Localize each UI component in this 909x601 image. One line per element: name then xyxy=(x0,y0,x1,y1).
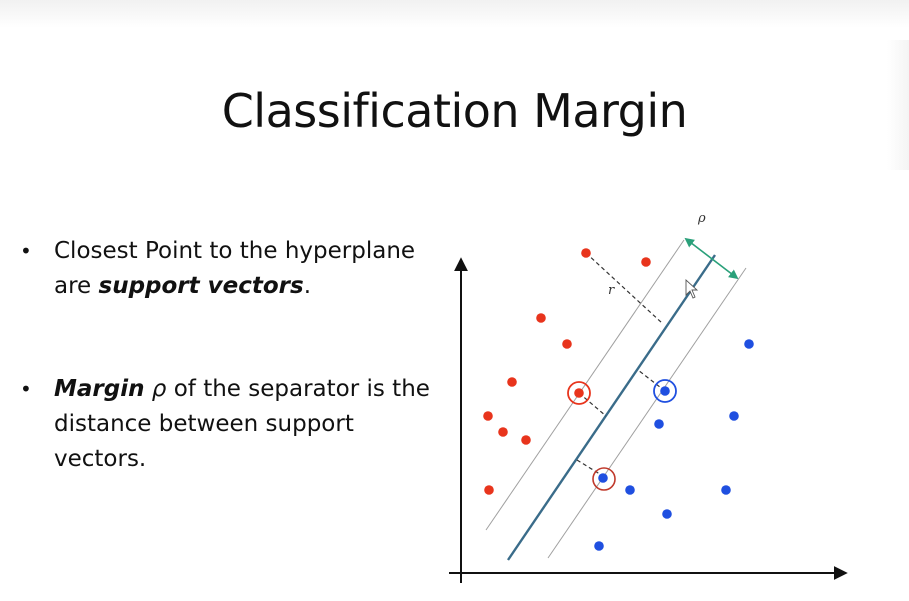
bullet-margin: • Margin ρ of the separator is the dista… xyxy=(20,372,440,477)
blue-point xyxy=(594,541,604,551)
margin-term: Margin xyxy=(54,376,145,402)
red-point xyxy=(536,313,546,323)
blue-point xyxy=(721,485,731,495)
bullet-text-part: . xyxy=(303,273,312,299)
rho-symbol: ρ xyxy=(151,376,167,402)
distance-dashed-sv-blue xyxy=(637,369,666,392)
red-point xyxy=(574,388,584,398)
distance-r-label: r xyxy=(608,283,615,298)
red-class-points xyxy=(483,248,651,495)
margin-boundary-right xyxy=(547,267,747,559)
red-point xyxy=(507,377,517,387)
distance-dashed-top xyxy=(585,252,663,324)
support-vector-ring-blue xyxy=(653,379,677,403)
red-point xyxy=(521,435,531,445)
bullet-text: Margin ρ of the separator is the distanc… xyxy=(54,372,440,477)
red-point xyxy=(484,485,494,495)
bullet-text: Closest Point to the hyperplane are supp… xyxy=(54,234,440,304)
blue-point xyxy=(654,419,664,429)
red-point xyxy=(562,339,572,349)
bullet-text-part xyxy=(144,376,151,402)
blue-point xyxy=(660,386,670,396)
margin-rho-label: ρ xyxy=(697,211,706,226)
blue-class-points xyxy=(594,339,754,551)
bullet-dot: • xyxy=(20,377,32,401)
bullet-dot: • xyxy=(20,239,32,263)
red-point xyxy=(581,248,591,258)
red-point xyxy=(483,411,493,421)
svm-margin-diagram: ρ r xyxy=(449,211,848,583)
blue-point xyxy=(662,509,672,519)
mouse-cursor-icon xyxy=(685,278,699,299)
support-vector-ring-red xyxy=(567,381,591,405)
bullet-support-vectors: • Closest Point to the hyperplane are su… xyxy=(20,234,440,304)
bullet-text-part: Closest Point to the hyperplane are xyxy=(54,238,416,299)
top-shade xyxy=(0,0,909,28)
blue-point xyxy=(598,473,608,483)
blue-point xyxy=(744,339,754,349)
slide-title: Classification Margin xyxy=(221,84,688,138)
red-point xyxy=(641,257,651,267)
distance-dashed-sv-red-low xyxy=(576,459,604,477)
blue-point xyxy=(729,411,739,421)
support-vectors-term: support vectors xyxy=(98,273,304,299)
margin-boundary-left xyxy=(485,239,685,531)
red-point xyxy=(498,427,508,437)
hyperplane-line xyxy=(507,254,716,561)
bullet-text-part: of the separator is the distance between… xyxy=(54,376,430,472)
margin-arrow xyxy=(684,237,739,280)
blue-point xyxy=(625,485,635,495)
support-vector-ring-low xyxy=(592,467,616,491)
distance-dashed-sv-red xyxy=(578,392,607,417)
right-shade xyxy=(887,40,909,170)
